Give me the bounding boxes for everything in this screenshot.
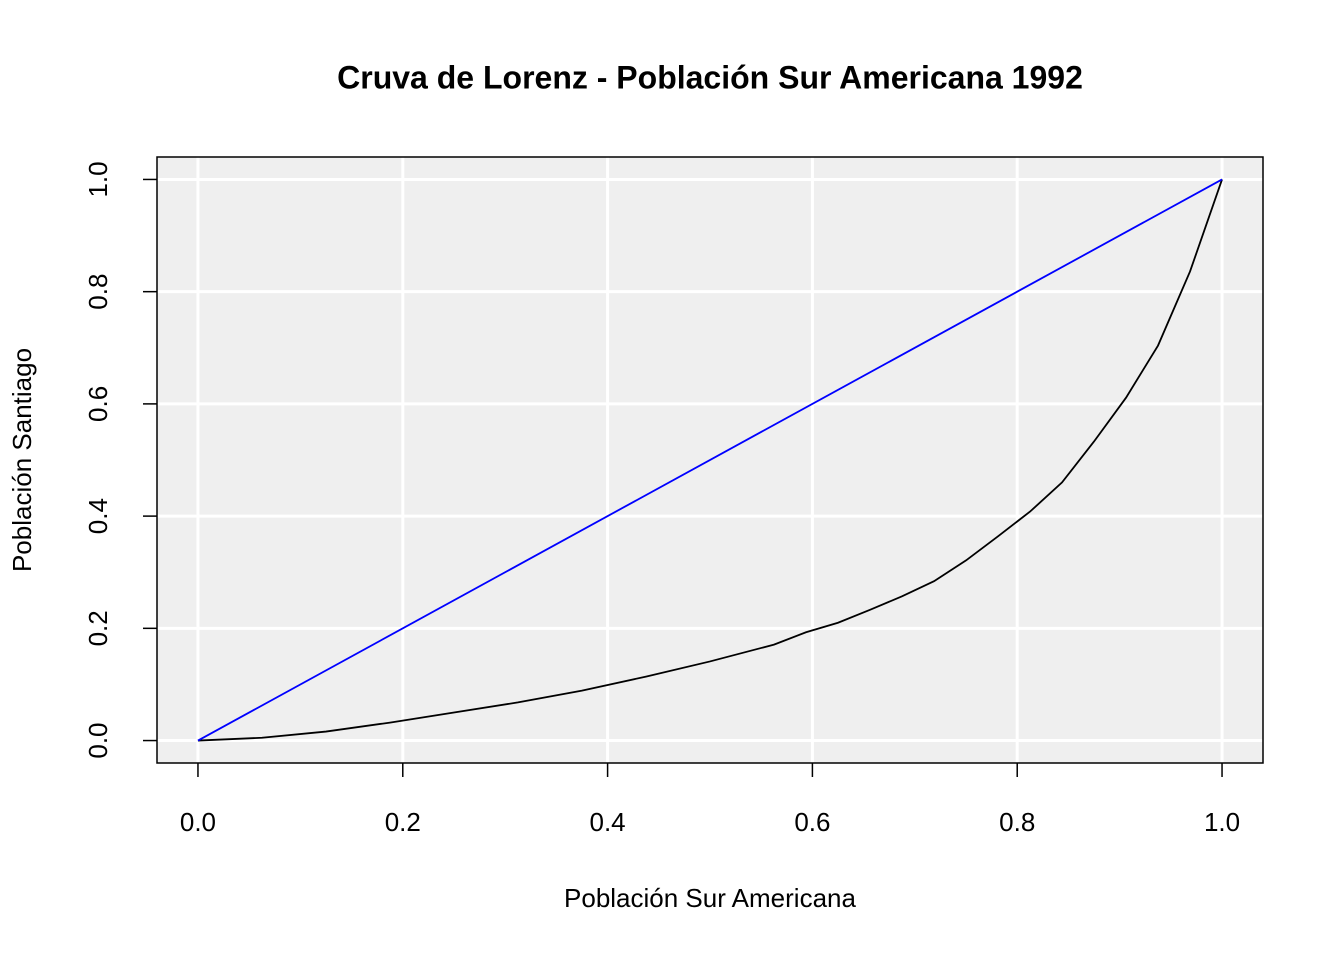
y-tick-label: 0.0: [83, 722, 113, 758]
plot-frame: [156, 156, 1264, 764]
x-axis-label: Población Sur Americana: [564, 883, 856, 913]
x-tick-label: 0.0: [180, 807, 216, 837]
y-tick-label: 0.4: [83, 498, 113, 534]
chart-title: Cruva de Lorenz - Población Sur American…: [337, 59, 1083, 95]
x-tick-label: 0.6: [794, 807, 830, 837]
y-tick-label: 0.8: [83, 274, 113, 310]
y-tick-label: 0.6: [83, 386, 113, 422]
y-tick-label: 1.0: [83, 161, 113, 197]
series-line: [197, 179, 1223, 742]
x-tick-label: 0.2: [385, 807, 421, 837]
y-axis-label: Población Santiago: [7, 348, 37, 572]
x-tick-label: 1.0: [1204, 807, 1240, 837]
y-tick-label: 0.2: [83, 610, 113, 646]
x-tick-label: 0.4: [590, 807, 626, 837]
x-tick-label: 0.8: [999, 807, 1035, 837]
series-line: [197, 178, 1223, 742]
